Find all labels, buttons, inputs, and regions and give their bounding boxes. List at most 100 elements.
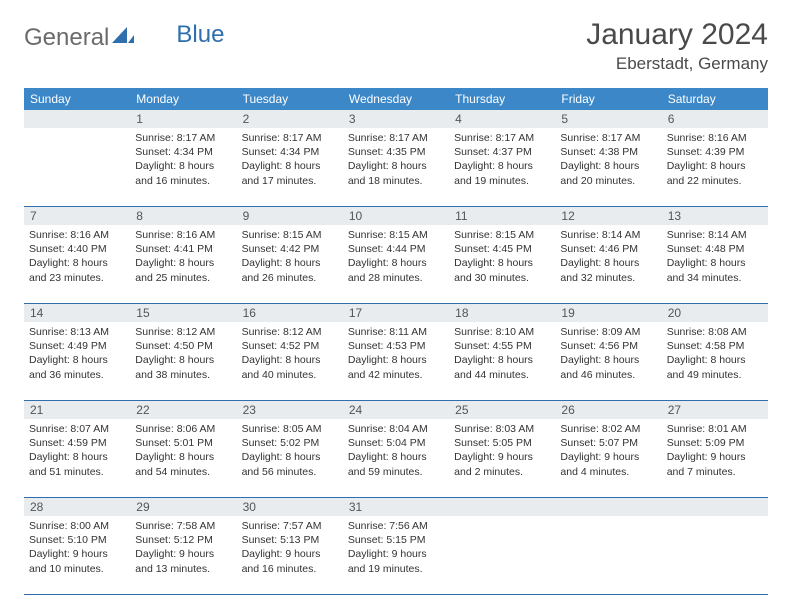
day-number: 11 bbox=[449, 207, 555, 225]
daylight-line-2: and 59 minutes. bbox=[348, 465, 444, 479]
daylight-line-2: and 40 minutes. bbox=[242, 368, 338, 382]
week-row: Sunrise: 8:00 AMSunset: 5:10 PMDaylight:… bbox=[24, 516, 768, 595]
day-number: 30 bbox=[237, 498, 343, 516]
sunset-line: Sunset: 5:15 PM bbox=[348, 533, 444, 547]
sunset-line: Sunset: 5:05 PM bbox=[454, 436, 550, 450]
day-number: 29 bbox=[130, 498, 236, 516]
daylight-line-1: Daylight: 9 hours bbox=[29, 547, 125, 561]
sunrise-line: Sunrise: 8:15 AM bbox=[242, 228, 338, 242]
daylight-line-1: Daylight: 8 hours bbox=[348, 256, 444, 270]
day-number: 23 bbox=[237, 401, 343, 419]
sunrise-line: Sunrise: 8:00 AM bbox=[29, 519, 125, 533]
cell-text: Sunrise: 8:01 AMSunset: 5:09 PMDaylight:… bbox=[667, 422, 763, 479]
day-number: 13 bbox=[662, 207, 768, 225]
cell-text: Sunrise: 8:14 AMSunset: 4:46 PMDaylight:… bbox=[560, 228, 656, 285]
day-number: 8 bbox=[130, 207, 236, 225]
month-title: January 2024 bbox=[586, 18, 768, 52]
calendar-cell: Sunrise: 8:00 AMSunset: 5:10 PMDaylight:… bbox=[24, 516, 130, 594]
cell-text: Sunrise: 8:13 AMSunset: 4:49 PMDaylight:… bbox=[29, 325, 125, 382]
calendar-cell bbox=[555, 516, 661, 594]
sunset-line: Sunset: 4:38 PM bbox=[560, 145, 656, 159]
calendar-cell: Sunrise: 8:15 AMSunset: 4:45 PMDaylight:… bbox=[449, 225, 555, 303]
daylight-line-2: and 28 minutes. bbox=[348, 271, 444, 285]
cell-text: Sunrise: 7:57 AMSunset: 5:13 PMDaylight:… bbox=[242, 519, 338, 576]
sunrise-line: Sunrise: 8:02 AM bbox=[560, 422, 656, 436]
cell-text: Sunrise: 8:17 AMSunset: 4:34 PMDaylight:… bbox=[135, 131, 231, 188]
day-number: 31 bbox=[343, 498, 449, 516]
daynum-row: 123456 bbox=[24, 110, 768, 128]
sunrise-line: Sunrise: 8:05 AM bbox=[242, 422, 338, 436]
daylight-line-1: Daylight: 8 hours bbox=[348, 450, 444, 464]
daylight-line-1: Daylight: 9 hours bbox=[454, 450, 550, 464]
day-number: 25 bbox=[449, 401, 555, 419]
day-number: 10 bbox=[343, 207, 449, 225]
day-number: 20 bbox=[662, 304, 768, 322]
sunset-line: Sunset: 4:40 PM bbox=[29, 242, 125, 256]
daylight-line-2: and 22 minutes. bbox=[667, 174, 763, 188]
cell-text: Sunrise: 8:16 AMSunset: 4:41 PMDaylight:… bbox=[135, 228, 231, 285]
day-number: 14 bbox=[24, 304, 130, 322]
cell-text: Sunrise: 8:11 AMSunset: 4:53 PMDaylight:… bbox=[348, 325, 444, 382]
day-header-mon: Monday bbox=[130, 88, 236, 110]
day-number: 9 bbox=[237, 207, 343, 225]
sunrise-line: Sunrise: 8:15 AM bbox=[348, 228, 444, 242]
calendar-cell: Sunrise: 8:17 AMSunset: 4:34 PMDaylight:… bbox=[237, 128, 343, 206]
sunrise-line: Sunrise: 8:16 AM bbox=[667, 131, 763, 145]
sunset-line: Sunset: 4:35 PM bbox=[348, 145, 444, 159]
sunrise-line: Sunrise: 7:56 AM bbox=[348, 519, 444, 533]
sunrise-line: Sunrise: 8:17 AM bbox=[560, 131, 656, 145]
day-number: 1 bbox=[130, 110, 236, 128]
calendar-cell: Sunrise: 8:08 AMSunset: 4:58 PMDaylight:… bbox=[662, 322, 768, 400]
cell-text: Sunrise: 7:58 AMSunset: 5:12 PMDaylight:… bbox=[135, 519, 231, 576]
sunrise-line: Sunrise: 8:09 AM bbox=[560, 325, 656, 339]
calendar-cell: Sunrise: 8:16 AMSunset: 4:39 PMDaylight:… bbox=[662, 128, 768, 206]
daylight-line-1: Daylight: 9 hours bbox=[348, 547, 444, 561]
day-number: 19 bbox=[555, 304, 661, 322]
day-header-tue: Tuesday bbox=[237, 88, 343, 110]
day-number: 26 bbox=[555, 401, 661, 419]
day-number: 4 bbox=[449, 110, 555, 128]
day-number: 21 bbox=[24, 401, 130, 419]
sunrise-line: Sunrise: 8:07 AM bbox=[29, 422, 125, 436]
daylight-line-1: Daylight: 8 hours bbox=[135, 159, 231, 173]
cell-text: Sunrise: 8:17 AMSunset: 4:37 PMDaylight:… bbox=[454, 131, 550, 188]
sunset-line: Sunset: 4:52 PM bbox=[242, 339, 338, 353]
cell-text: Sunrise: 8:00 AMSunset: 5:10 PMDaylight:… bbox=[29, 519, 125, 576]
day-number bbox=[662, 498, 768, 516]
cell-text: Sunrise: 8:17 AMSunset: 4:35 PMDaylight:… bbox=[348, 131, 444, 188]
week-row: Sunrise: 8:13 AMSunset: 4:49 PMDaylight:… bbox=[24, 322, 768, 401]
sunset-line: Sunset: 4:48 PM bbox=[667, 242, 763, 256]
sunrise-line: Sunrise: 8:13 AM bbox=[29, 325, 125, 339]
sunrise-line: Sunrise: 8:10 AM bbox=[454, 325, 550, 339]
day-number: 18 bbox=[449, 304, 555, 322]
calendar-cell bbox=[449, 516, 555, 594]
daylight-line-1: Daylight: 9 hours bbox=[135, 547, 231, 561]
calendar-cell: Sunrise: 8:10 AMSunset: 4:55 PMDaylight:… bbox=[449, 322, 555, 400]
calendar-cell: Sunrise: 8:17 AMSunset: 4:37 PMDaylight:… bbox=[449, 128, 555, 206]
day-number: 28 bbox=[24, 498, 130, 516]
sunset-line: Sunset: 4:56 PM bbox=[560, 339, 656, 353]
sunrise-line: Sunrise: 8:06 AM bbox=[135, 422, 231, 436]
sunset-line: Sunset: 5:07 PM bbox=[560, 436, 656, 450]
sunset-line: Sunset: 4:59 PM bbox=[29, 436, 125, 450]
cell-text: Sunrise: 8:10 AMSunset: 4:55 PMDaylight:… bbox=[454, 325, 550, 382]
calendar-cell: Sunrise: 7:57 AMSunset: 5:13 PMDaylight:… bbox=[237, 516, 343, 594]
daylight-line-2: and 46 minutes. bbox=[560, 368, 656, 382]
sunrise-line: Sunrise: 8:16 AM bbox=[135, 228, 231, 242]
daylight-line-2: and 38 minutes. bbox=[135, 368, 231, 382]
calendar-cell bbox=[662, 516, 768, 594]
daylight-line-1: Daylight: 8 hours bbox=[242, 450, 338, 464]
cell-text: Sunrise: 8:07 AMSunset: 4:59 PMDaylight:… bbox=[29, 422, 125, 479]
daylight-line-2: and 56 minutes. bbox=[242, 465, 338, 479]
sunrise-line: Sunrise: 8:17 AM bbox=[348, 131, 444, 145]
sunset-line: Sunset: 5:01 PM bbox=[135, 436, 231, 450]
daylight-line-1: Daylight: 8 hours bbox=[454, 256, 550, 270]
weeks-container: 123456Sunrise: 8:17 AMSunset: 4:34 PMDay… bbox=[24, 110, 768, 595]
cell-text: Sunrise: 8:14 AMSunset: 4:48 PMDaylight:… bbox=[667, 228, 763, 285]
daylight-line-2: and 7 minutes. bbox=[667, 465, 763, 479]
cell-text: Sunrise: 8:12 AMSunset: 4:52 PMDaylight:… bbox=[242, 325, 338, 382]
week-row: Sunrise: 8:07 AMSunset: 4:59 PM Daylight:… bbox=[24, 419, 768, 498]
cell-text: Sunrise: 8:04 AMSunset: 5:04 PMDaylight:… bbox=[348, 422, 444, 479]
sunset-line: Sunset: 5:12 PM bbox=[135, 533, 231, 547]
cell-text: Sunrise: 7:56 AMSunset: 5:15 PMDaylight:… bbox=[348, 519, 444, 576]
